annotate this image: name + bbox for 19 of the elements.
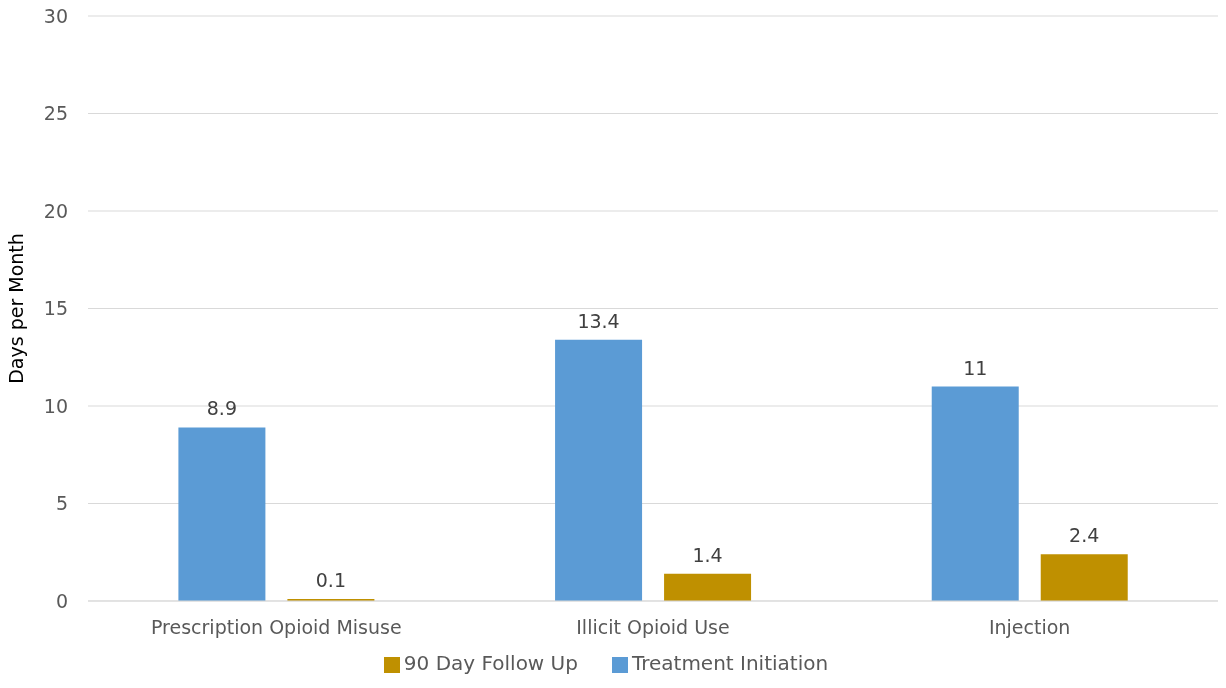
x-tick-label: Prescription Opioid Misuse xyxy=(151,616,402,639)
y-tick-label: 0 xyxy=(55,589,68,612)
y-tick-label: 30 xyxy=(43,4,68,27)
data-label: 1.4 xyxy=(692,543,723,566)
data-label: 8.9 xyxy=(206,397,238,420)
x-tick-label: Illicit Opioid Use xyxy=(576,616,730,639)
y-tick-label: 20 xyxy=(43,199,68,222)
data-label: 11 xyxy=(963,356,988,379)
y-tick-label: 15 xyxy=(43,297,68,320)
legend-label: Treatment Initiation xyxy=(631,651,829,675)
x-tick-label: Injection xyxy=(988,616,1071,639)
y-tick-label: 10 xyxy=(43,394,68,417)
y-tick-label: 5 xyxy=(55,492,68,515)
y-tick-label: 25 xyxy=(43,102,68,125)
legend-label: 90 Day Follow Up xyxy=(403,651,578,675)
data-label: 13.4 xyxy=(577,309,620,332)
y-axis-title: Days per Month xyxy=(4,233,27,384)
data-label: 2.4 xyxy=(1069,524,1100,547)
data-label: 0.1 xyxy=(315,569,347,592)
